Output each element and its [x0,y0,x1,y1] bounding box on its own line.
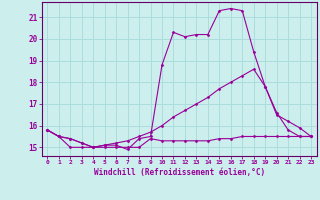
X-axis label: Windchill (Refroidissement éolien,°C): Windchill (Refroidissement éolien,°C) [94,168,265,177]
